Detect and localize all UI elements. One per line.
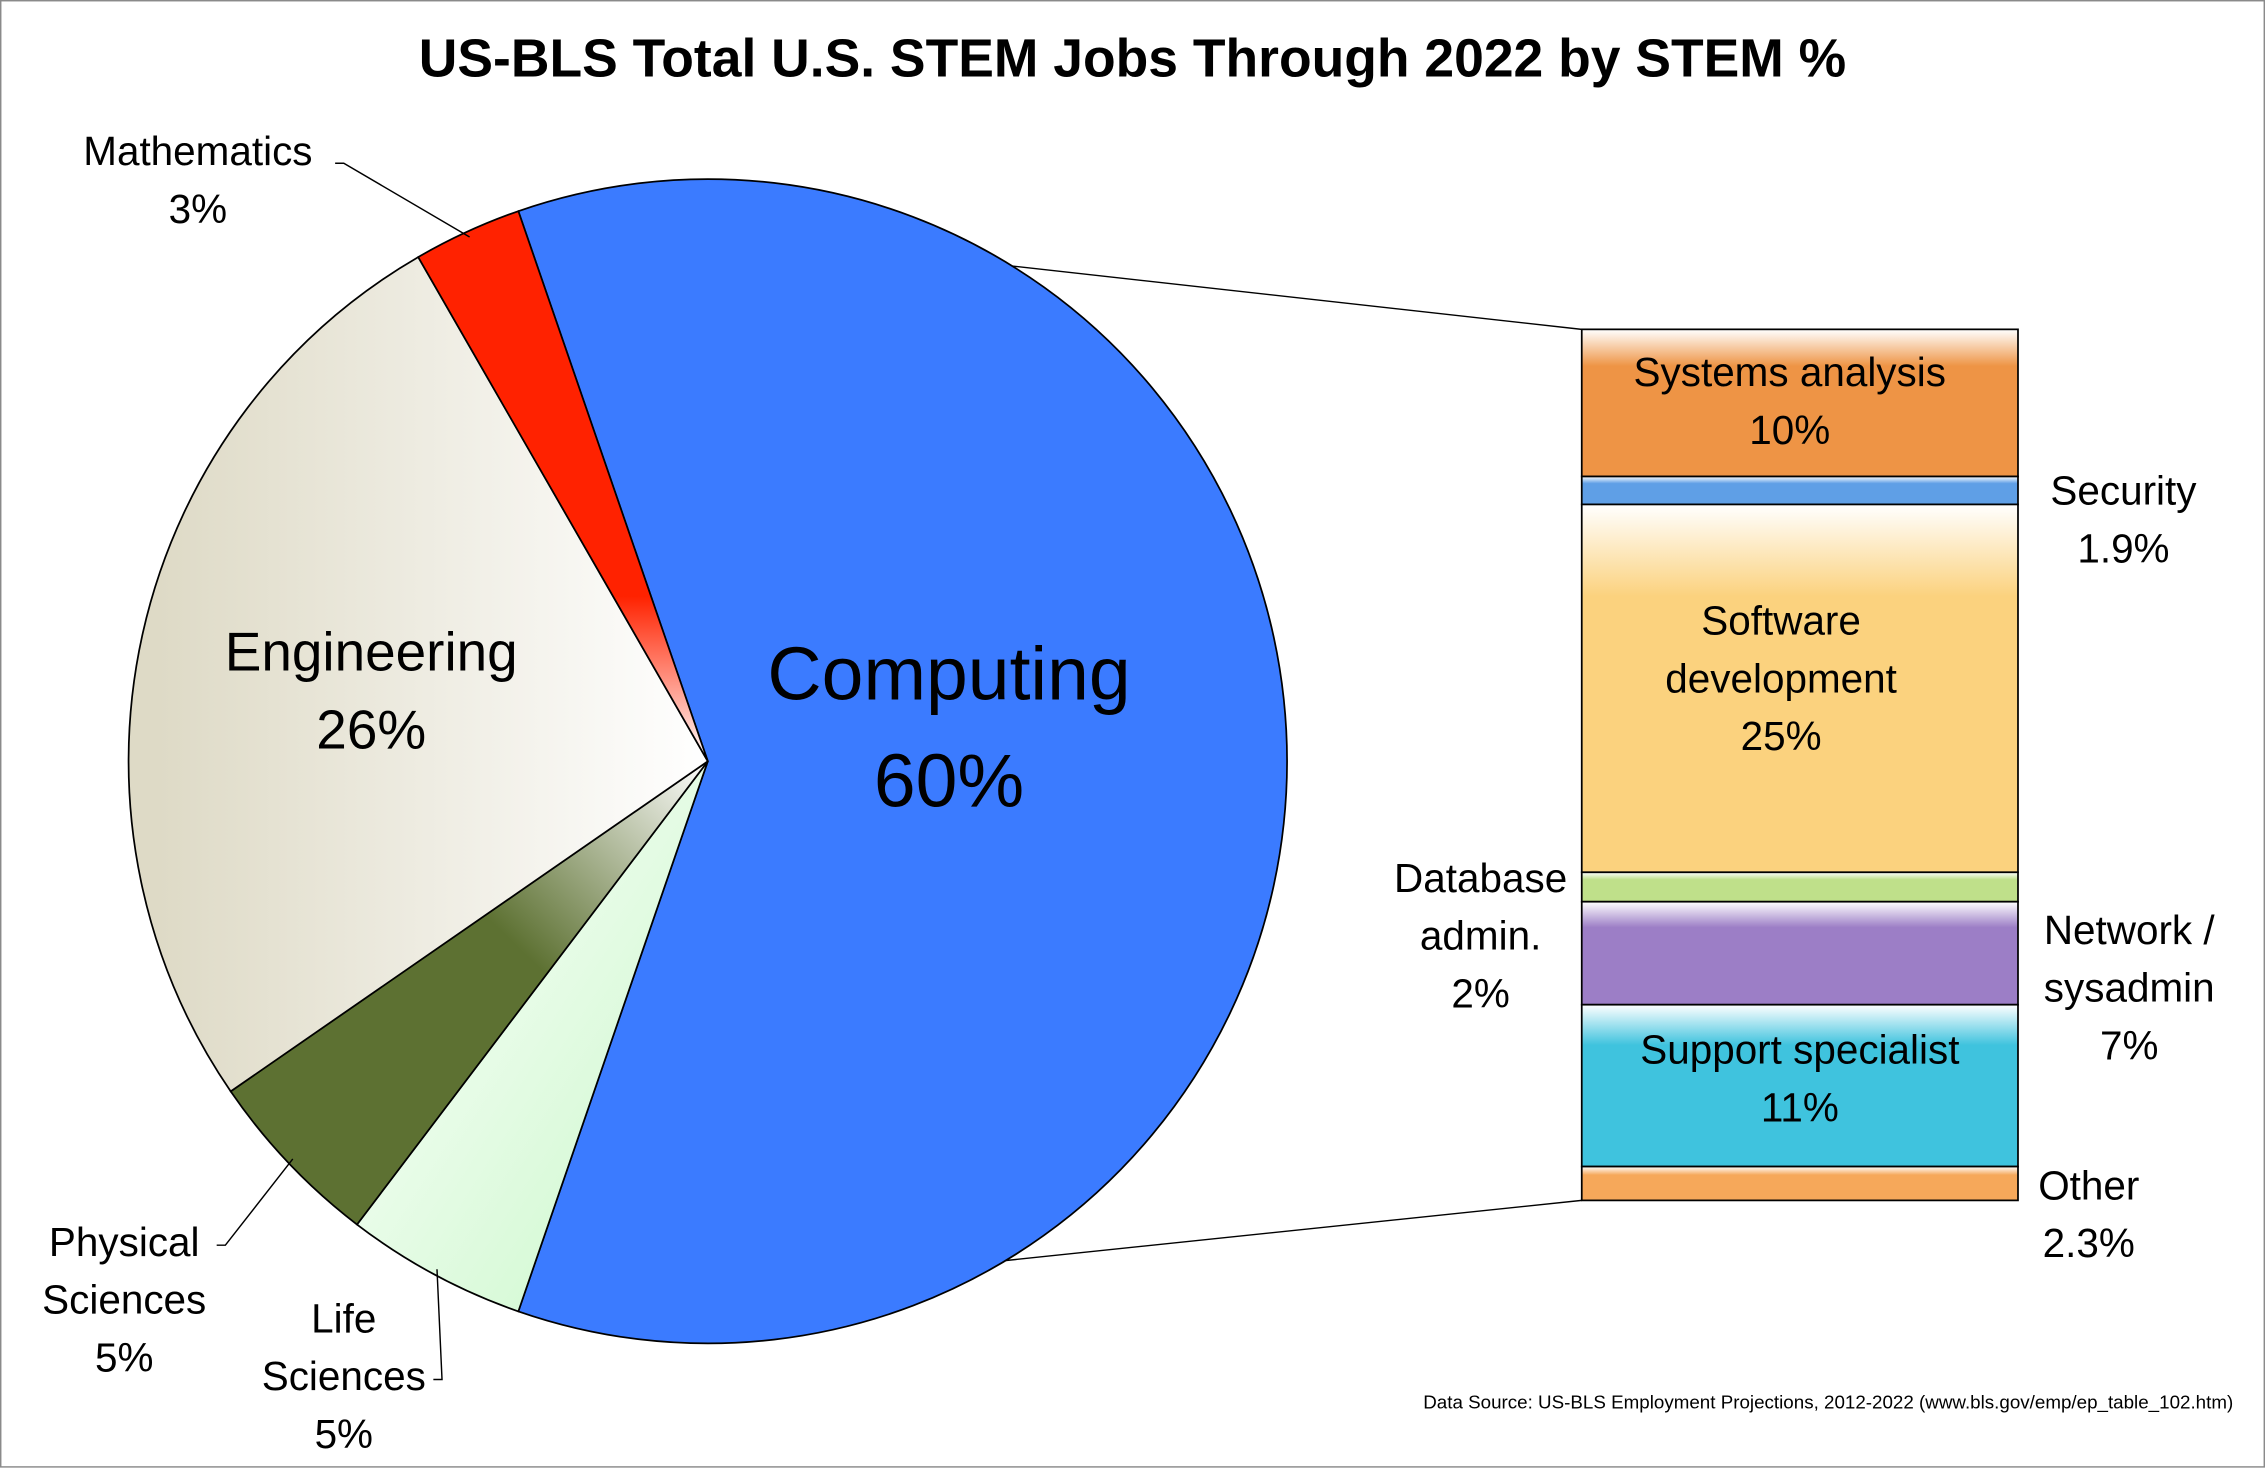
pie-value-label: 3% [168, 186, 228, 232]
pie-value-label: 60% [873, 739, 1025, 824]
bar-segment [1580, 1003, 2019, 1168]
pie-label: Physical Sciences 5% [16, 1214, 233, 1386]
bar-segment [1580, 1165, 2019, 1202]
bar-label: Software development 25% [1615, 593, 1947, 765]
pie-slice [127, 255, 709, 1093]
bar-label: Security 1.9% [2015, 463, 2232, 578]
bar-value-label: 25% [1740, 713, 1822, 759]
bar-value-label: 2.3% [2042, 1220, 2135, 1266]
leader-line [335, 162, 470, 238]
bar-name: Software development [1665, 598, 1897, 701]
pie-name: Computing [767, 632, 1131, 717]
bar-name: Network / sysadmin [2043, 907, 2215, 1010]
bar-name: Other [2038, 1163, 2140, 1208]
bar-name: Database admin. [1394, 855, 1568, 958]
pie-slice [355, 760, 709, 1313]
pie-slice [517, 178, 1288, 1345]
pie-slice [417, 210, 709, 762]
pie-name: Life Sciences [261, 1296, 426, 1399]
bar-label: Systems analysis 10% [1573, 344, 2006, 459]
pie-slice [229, 760, 709, 1226]
bar-name: Security [2050, 468, 2197, 514]
pie-label: Life Sciences 5% [243, 1290, 445, 1462]
pie-value-label: 5% [94, 1334, 154, 1380]
leader-line [433, 1269, 443, 1381]
bar-label: Other 2.3% [1988, 1157, 2190, 1272]
bar-segment [1580, 871, 2019, 903]
bar-value-label: 2% [1451, 970, 1510, 1016]
pie-name: Physical Sciences [42, 1219, 207, 1322]
pie-label: Mathematics 3% [39, 123, 357, 238]
bar-label: Database admin. 2% [1380, 850, 1582, 1022]
bar-name: Support specialist [1640, 1027, 1960, 1073]
bar-value-label: 1.9% [2077, 525, 2170, 571]
pie-value-label: 26% [316, 700, 427, 762]
pie-label: Engineering 26% [140, 615, 602, 771]
leader-line [216, 1158, 294, 1246]
pie-label: Computing 60% [646, 623, 1253, 836]
bar-label: Support specialist 11% [1583, 1022, 2016, 1137]
pie-name: Engineering [224, 622, 518, 684]
bar-segment [1580, 900, 2019, 1006]
bar-segment [1580, 328, 2019, 478]
chart-title: US-BLS Total U.S. STEM Jobs Through 2022… [418, 28, 1847, 89]
source-note: Data Source: US-BLS Employment Projectio… [1423, 1391, 2234, 1413]
bar-value-label: 7% [2099, 1022, 2159, 1068]
bar-label: Network / sysadmin 7% [2021, 902, 2238, 1074]
bar-segment [1580, 503, 2019, 874]
pie-value-label: 5% [314, 1411, 374, 1456]
bar-name: Systems analysis [1633, 349, 1946, 395]
bar-segment [1580, 475, 2019, 506]
pie-name: Mathematics [83, 128, 313, 174]
bar-value-label: 11% [1760, 1084, 1839, 1130]
bar-value-label: 10% [1749, 407, 1831, 453]
